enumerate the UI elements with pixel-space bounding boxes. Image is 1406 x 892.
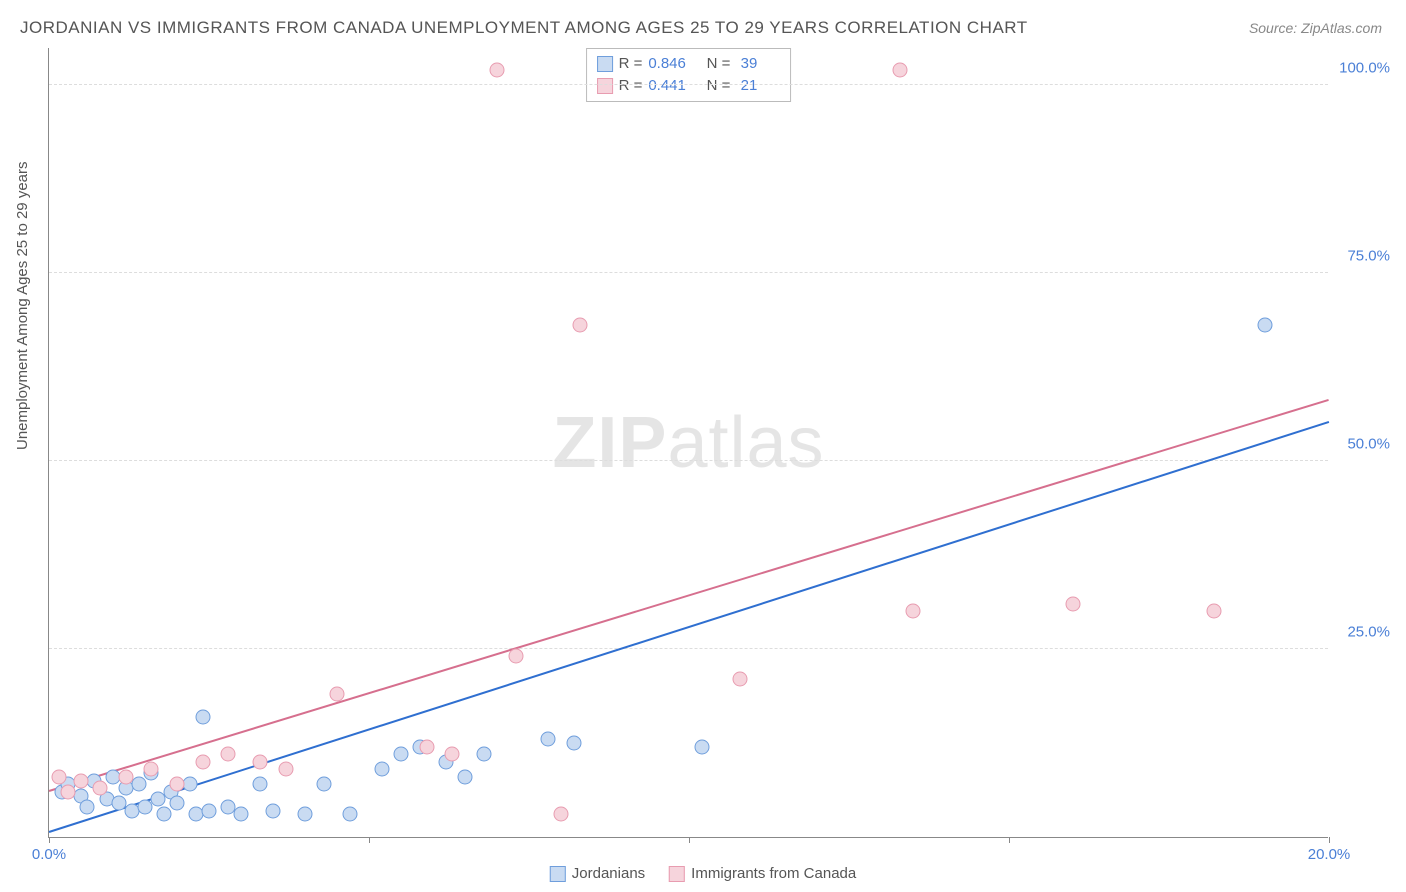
data-point <box>445 747 460 762</box>
gridline-h <box>49 460 1328 461</box>
data-point <box>266 803 281 818</box>
data-point <box>330 687 345 702</box>
y-tick-label: 25.0% <box>1334 623 1390 640</box>
y-tick-label: 75.0% <box>1334 247 1390 264</box>
data-point <box>317 777 332 792</box>
data-point <box>694 739 709 754</box>
data-point <box>195 709 210 724</box>
bottom-legend: Jordanians Immigrants from Canada <box>550 865 856 882</box>
legend-swatch <box>597 56 613 72</box>
legend-label: Immigrants from Canada <box>691 865 856 882</box>
data-point <box>131 777 146 792</box>
data-point <box>93 781 108 796</box>
data-point <box>195 754 210 769</box>
x-tick-label: 0.0% <box>32 846 66 863</box>
stat-n-value: 39 <box>736 53 780 75</box>
watermark-bold: ZIP <box>552 403 667 483</box>
data-point <box>477 747 492 762</box>
stat-n-label: N = <box>698 53 730 75</box>
legend-swatch <box>669 866 685 882</box>
x-tick-label: 20.0% <box>1308 846 1351 863</box>
data-point <box>509 649 524 664</box>
data-point <box>541 732 556 747</box>
data-point <box>573 318 588 333</box>
data-point <box>144 762 159 777</box>
data-point <box>202 803 217 818</box>
legend-item: Jordanians <box>550 865 645 882</box>
stats-row: R =0.846 N = 39 <box>597 53 781 75</box>
stats-row: R =0.441 N = 21 <box>597 75 781 97</box>
data-point <box>374 762 389 777</box>
data-point <box>1206 604 1221 619</box>
data-point <box>893 62 908 77</box>
x-tick <box>1009 837 1010 843</box>
data-point <box>253 754 268 769</box>
chart-title: JORDANIAN VS IMMIGRANTS FROM CANADA UNEM… <box>20 18 1028 38</box>
gridline-h <box>49 272 1328 273</box>
y-axis-label: Unemployment Among Ages 25 to 29 years <box>14 161 31 450</box>
stat-r-label: R = <box>619 53 643 75</box>
stat-n-value: 21 <box>736 75 780 97</box>
legend-item: Immigrants from Canada <box>669 865 856 882</box>
y-tick-label: 100.0% <box>1334 59 1390 76</box>
data-point <box>554 807 569 822</box>
x-tick <box>689 837 690 843</box>
data-point <box>182 777 197 792</box>
data-point <box>51 769 66 784</box>
data-point <box>394 747 409 762</box>
data-point <box>1066 596 1081 611</box>
data-point <box>221 747 236 762</box>
data-point <box>278 762 293 777</box>
data-point <box>490 62 505 77</box>
data-point <box>234 807 249 822</box>
y-tick-label: 50.0% <box>1334 435 1390 452</box>
watermark-rest: atlas <box>667 403 824 483</box>
correlation-stats-box: R =0.846 N = 39R =0.441 N = 21 <box>586 48 792 102</box>
data-point <box>906 604 921 619</box>
data-point <box>1258 318 1273 333</box>
regression-line <box>49 399 1330 792</box>
data-point <box>458 769 473 784</box>
gridline-h <box>49 648 1328 649</box>
data-point <box>419 739 434 754</box>
data-point <box>61 784 76 799</box>
data-point <box>566 735 581 750</box>
data-point <box>157 807 172 822</box>
stat-r-value: 0.441 <box>648 75 692 97</box>
watermark: ZIPatlas <box>552 402 824 484</box>
data-point <box>342 807 357 822</box>
data-point <box>253 777 268 792</box>
stat-r-label: R = <box>619 75 643 97</box>
data-point <box>170 777 185 792</box>
stat-n-label: N = <box>698 75 730 97</box>
source-attribution: Source: ZipAtlas.com <box>1249 20 1382 36</box>
legend-swatch <box>597 78 613 94</box>
data-point <box>118 769 133 784</box>
x-tick <box>369 837 370 843</box>
data-point <box>80 799 95 814</box>
scatter-plot-area: ZIPatlas R =0.846 N = 39R =0.441 N = 21 … <box>48 48 1328 838</box>
data-point <box>733 672 748 687</box>
stat-r-value: 0.846 <box>648 53 692 75</box>
x-tick <box>1329 837 1330 843</box>
regression-line <box>49 421 1330 833</box>
data-point <box>298 807 313 822</box>
legend-label: Jordanians <box>572 865 645 882</box>
data-point <box>74 773 89 788</box>
data-point <box>170 796 185 811</box>
x-tick <box>49 837 50 843</box>
legend-swatch <box>550 866 566 882</box>
gridline-h <box>49 84 1328 85</box>
